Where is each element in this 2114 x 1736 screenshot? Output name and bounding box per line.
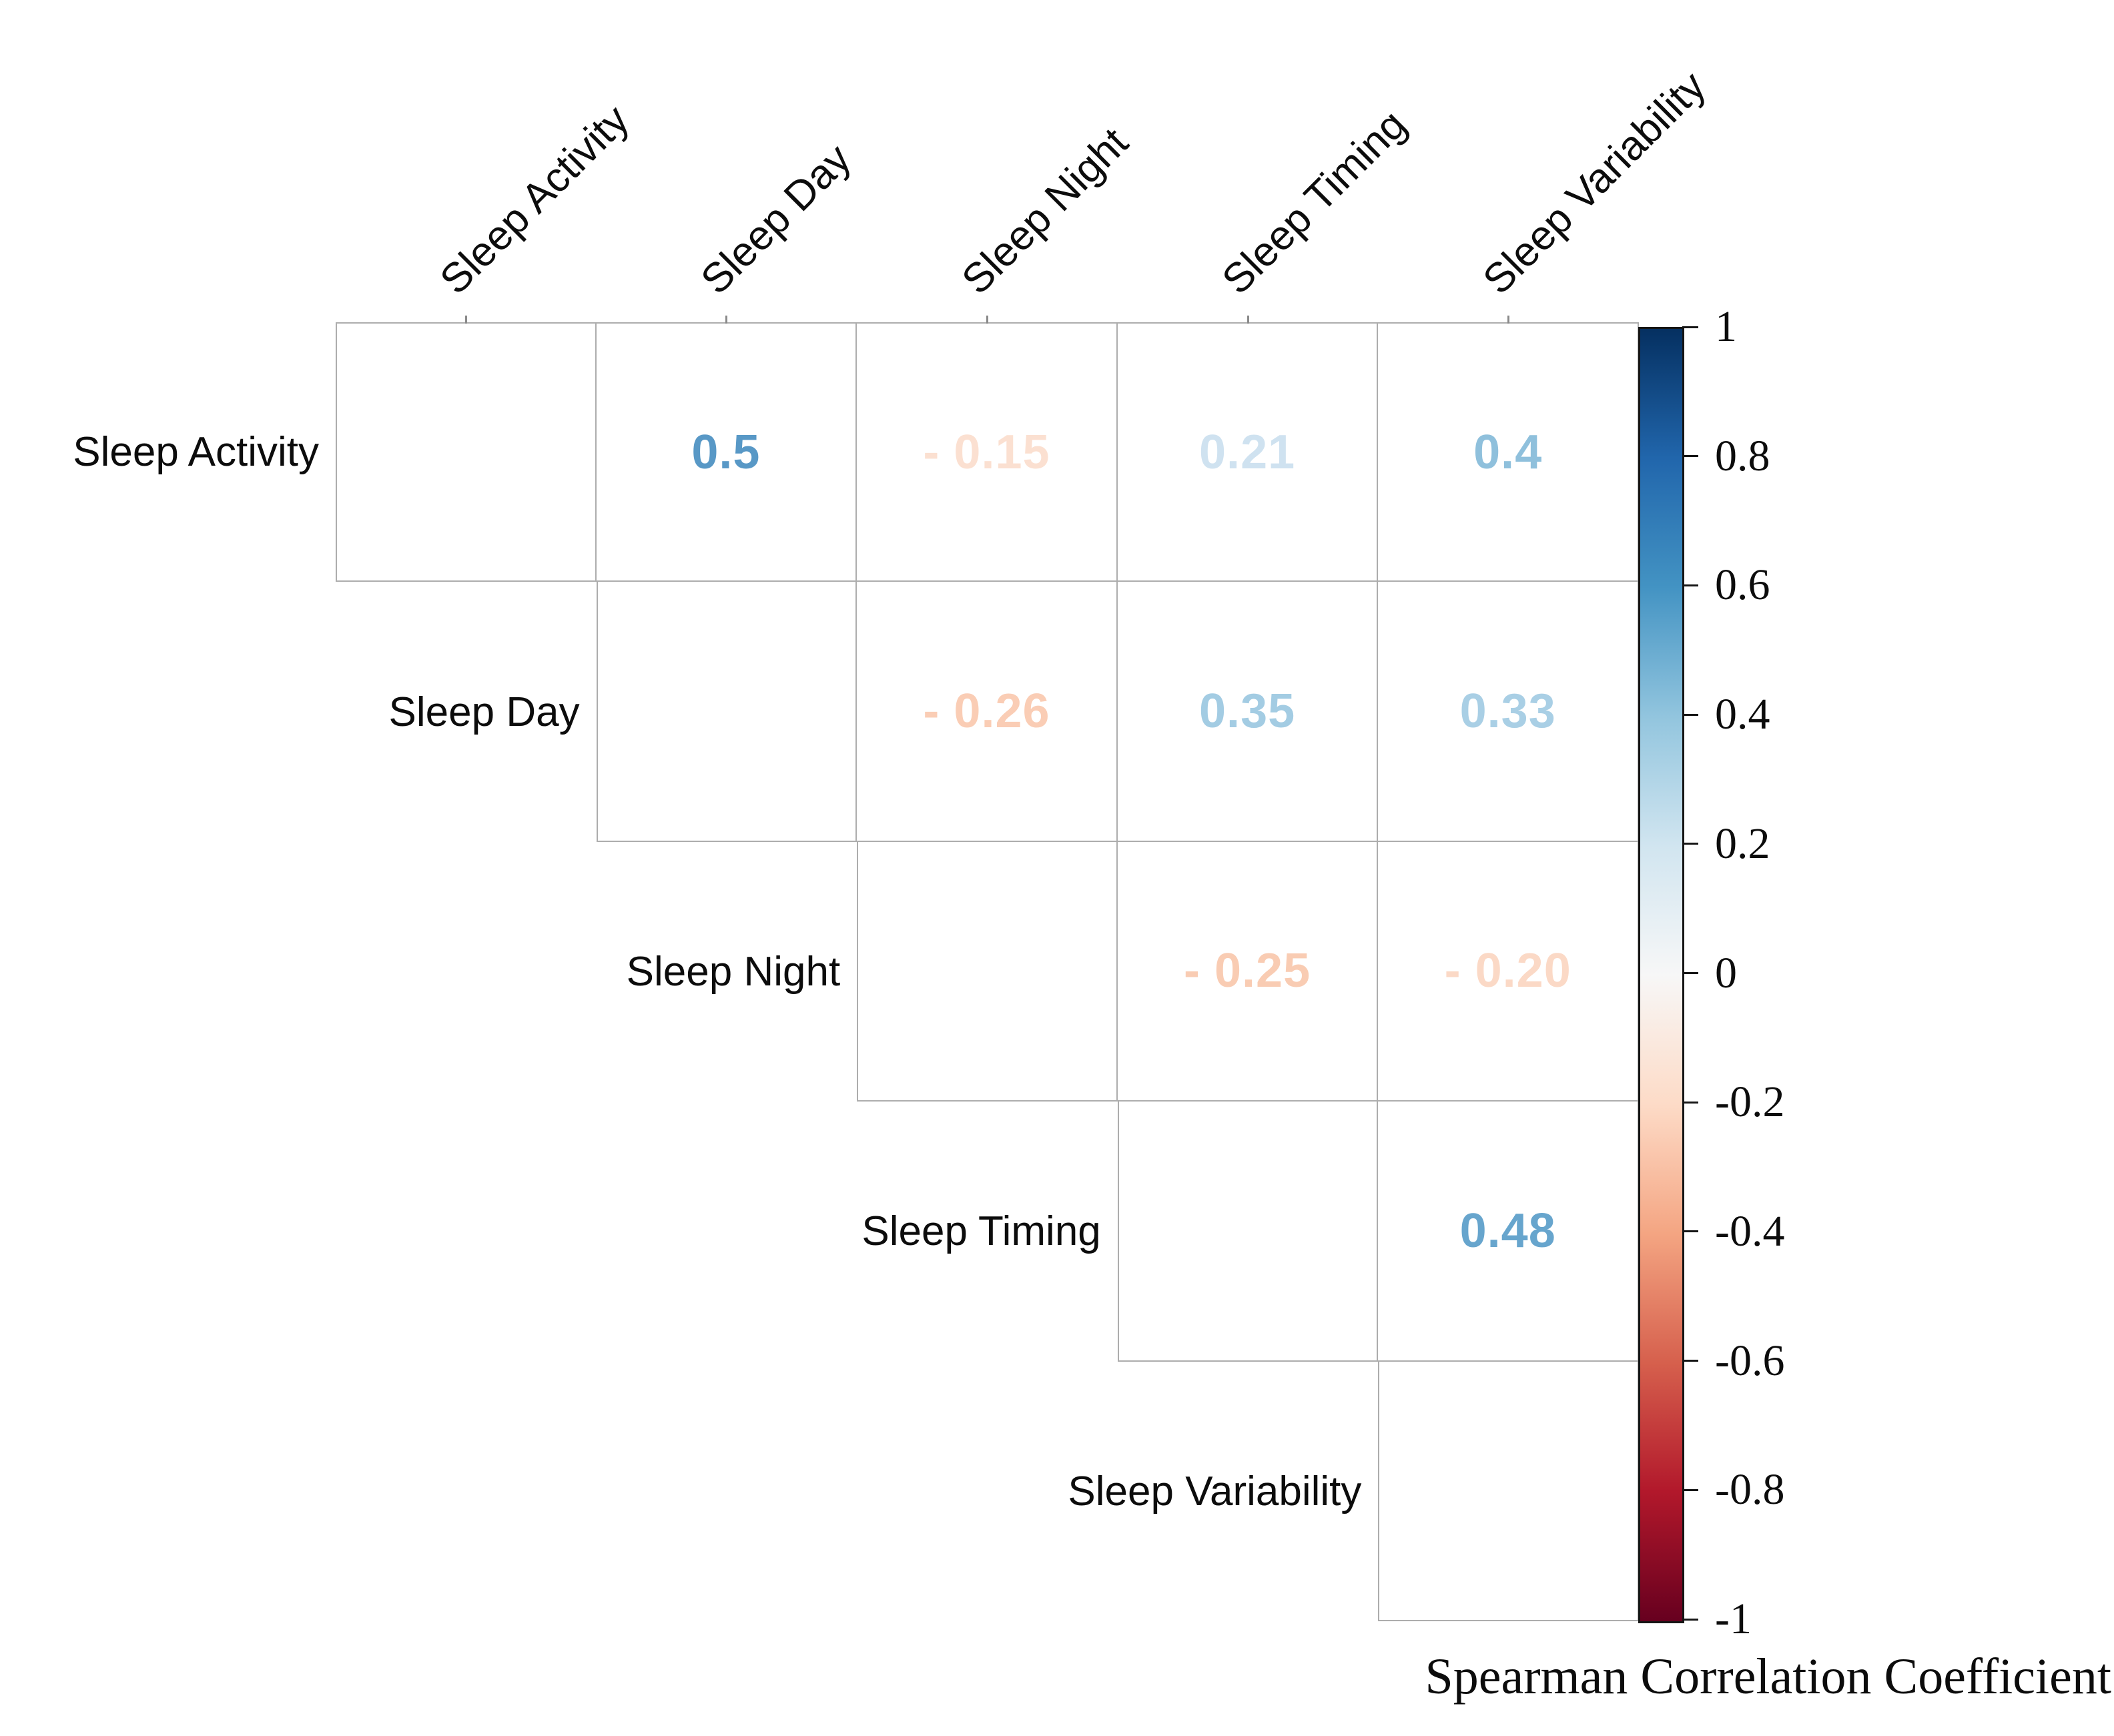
colorbar-title: Spearman Correlation Coefficient xyxy=(1425,1649,2112,1705)
colorbar-tick-mark xyxy=(1682,713,1698,716)
colorbar-tick-mark xyxy=(1682,326,1698,328)
row-label-sleep-night: Sleep Night xyxy=(626,948,841,995)
column-tick-mark xyxy=(725,316,728,324)
colorbar-gradient xyxy=(1638,327,1684,1623)
matrix-cell-diagonal xyxy=(1117,1102,1379,1362)
row-label-sleep-variability: Sleep Variability xyxy=(1068,1468,1362,1514)
column-label-sleep-night: Sleep Night xyxy=(953,119,1137,304)
colorbar-tick-label: -0.8 xyxy=(1715,1465,1785,1514)
matrix-cell: - 0.20 xyxy=(1378,841,1639,1102)
correlation-value: 0.4 xyxy=(1473,425,1543,479)
colorbar-tick-mark xyxy=(1682,972,1698,974)
colorbar-tick-label: -1 xyxy=(1715,1595,1752,1643)
correlation-value: 0.48 xyxy=(1459,1204,1556,1258)
colorbar-tick-label: 0 xyxy=(1715,948,1737,997)
matrix-cell: - 0.26 xyxy=(857,582,1118,842)
colorbar-tick-mark xyxy=(1682,455,1698,458)
row-label-sleep-activity: Sleep Activity xyxy=(73,429,319,476)
correlation-value: - 0.20 xyxy=(1444,944,1571,998)
column-label-sleep-day: Sleep Day xyxy=(692,135,860,304)
column-tick-mark xyxy=(986,316,988,324)
colorbar-tick-mark xyxy=(1682,843,1698,845)
correlation-value: - 0.25 xyxy=(1184,944,1311,998)
colorbar-tick-mark xyxy=(1682,1488,1698,1491)
correlation-value: 0.5 xyxy=(691,425,761,479)
row-label-sleep-timing: Sleep Timing xyxy=(861,1208,1101,1255)
matrix-cell-diagonal xyxy=(857,841,1118,1102)
colorbar-tick-mark xyxy=(1682,1618,1698,1621)
colorbar-tick-mark xyxy=(1682,1360,1698,1362)
colorbar-tick-mark xyxy=(1682,584,1698,586)
colorbar-tick-label: 0.8 xyxy=(1715,431,1770,480)
matrix-cell-diagonal xyxy=(596,582,857,842)
matrix-cell: 0.4 xyxy=(1378,322,1639,582)
correlation-value: 0.35 xyxy=(1199,685,1296,739)
matrix-cell: 0.21 xyxy=(1117,322,1379,582)
column-tick-mark xyxy=(1247,316,1249,324)
column-label-sleep-activity: Sleep Activity xyxy=(431,96,639,304)
column-label-sleep-variability: Sleep Variability xyxy=(1474,63,1715,304)
correlation-value: 0.21 xyxy=(1199,425,1296,479)
colorbar-tick-label: -0.4 xyxy=(1715,1206,1785,1256)
matrix-cell: 0.33 xyxy=(1378,582,1639,842)
colorbar-tick-label: 0.2 xyxy=(1715,819,1770,868)
row-label-sleep-day: Sleep Day xyxy=(388,689,580,735)
matrix-cell: 0.35 xyxy=(1117,582,1379,842)
matrix-cell: 0.48 xyxy=(1378,1102,1639,1362)
matrix-cell: - 0.25 xyxy=(1117,841,1379,1102)
correlation-value: - 0.15 xyxy=(923,425,1050,479)
colorbar-tick-mark xyxy=(1682,1101,1698,1104)
correlation-value: - 0.26 xyxy=(923,685,1050,739)
correlation-value: 0.33 xyxy=(1459,685,1556,739)
matrix-cell-diagonal xyxy=(336,322,597,582)
matrix-cell-diagonal xyxy=(1378,1361,1639,1621)
colorbar-tick-mark xyxy=(1682,1230,1698,1233)
column-label-sleep-timing: Sleep Timing xyxy=(1213,101,1415,304)
colorbar-tick-label: 1 xyxy=(1715,302,1737,351)
colorbar-tick-label: -0.2 xyxy=(1715,1077,1785,1127)
colorbar-tick-label: -0.6 xyxy=(1715,1336,1785,1385)
colorbar-tick-label: 0.6 xyxy=(1715,560,1770,610)
matrix-cell: 0.5 xyxy=(596,322,857,582)
colorbar-tick-label: 0.4 xyxy=(1715,690,1770,739)
matrix-cell: - 0.15 xyxy=(857,322,1118,582)
column-tick-mark xyxy=(1507,316,1510,324)
column-tick-mark xyxy=(464,316,467,324)
